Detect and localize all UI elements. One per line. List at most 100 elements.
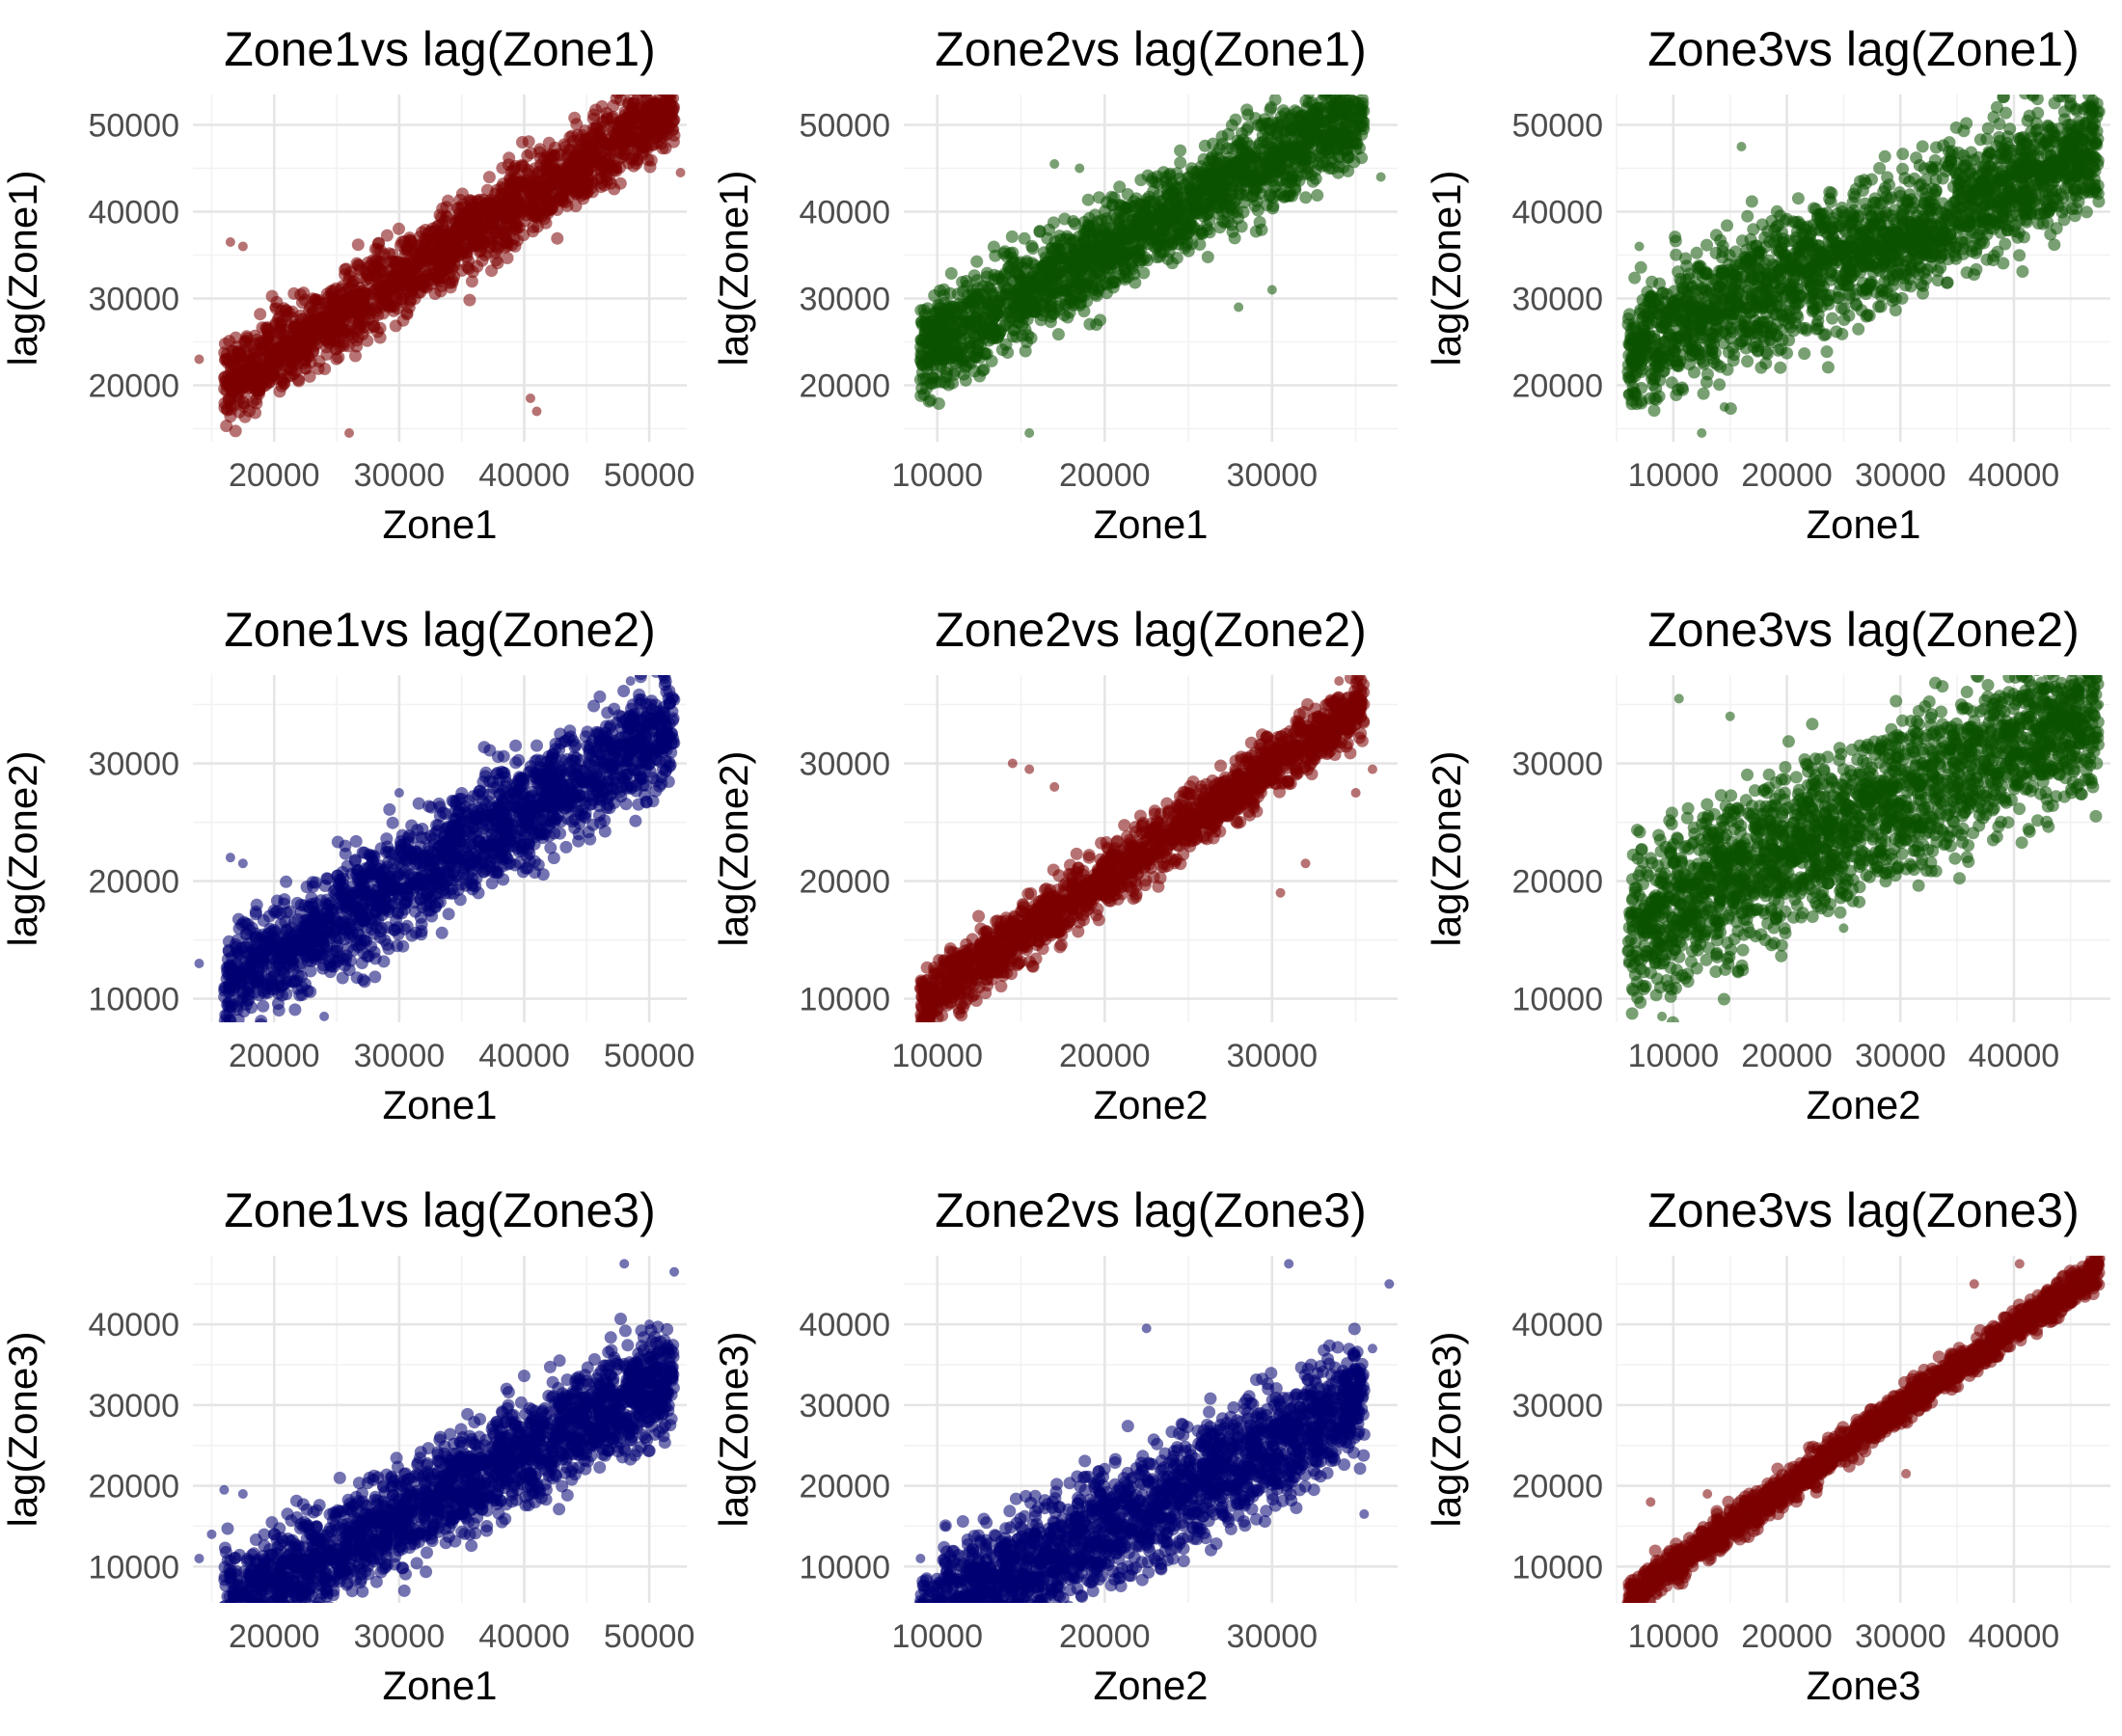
scatter-point [1228,174,1240,187]
scatter-point [367,303,380,316]
scatter-point [1310,76,1322,89]
scatter-point [229,424,242,438]
x-tick-label: 30000 [1227,457,1319,494]
scatter-point [434,285,448,298]
scatter-point [1134,174,1148,187]
scatter-point [1348,78,1361,91]
scatter-point [1129,222,1142,235]
scatter-point [570,118,584,131]
scatter-point [1204,187,1217,201]
scatter-point [638,129,651,143]
scatter-point [527,220,540,233]
scatter-point [249,338,262,350]
scatter-point [1121,236,1133,250]
scatter-point [1090,318,1103,331]
scatter-point [1237,205,1250,219]
scatter-point [621,95,632,97]
y-tick-label: 50000 [88,108,179,145]
scatter-point [584,158,597,172]
scatter-point [663,76,675,89]
scatter-point [2092,195,2106,208]
scatter-point [926,359,939,372]
scatter-point [969,350,983,364]
scatter-point [1235,165,1248,178]
scatter-point [667,75,680,88]
scatter-point [1082,211,1096,225]
scatter-point [613,176,627,190]
scatter-point [944,267,958,280]
scatter-point [495,227,508,240]
scatter-point [664,66,676,78]
scatter-point [1342,128,1355,142]
scatter-point [393,222,405,235]
scatter-point [930,332,943,345]
scatter-point [1051,285,1065,298]
scatter-point [367,262,380,276]
scatter-point [1174,156,1187,170]
scatter-point [1277,190,1291,203]
scatter-point [1139,201,1153,214]
scatter-point [995,343,1009,357]
scatter-point [1271,116,1285,129]
scatter-point [1185,162,1198,176]
scatter-point [233,346,247,359]
scatter-point [1182,209,1195,223]
scatter-point [939,370,953,384]
scatter-point [442,261,454,275]
y-tick-label: 30000 [799,282,890,318]
scatter-point [401,242,415,256]
scatter-point [653,121,667,134]
y-tick-label: 20000 [799,368,890,405]
scatter-point [278,377,290,391]
scatter-point [1916,140,1929,153]
scatter-point [387,255,400,268]
scatter-point [281,355,294,368]
scatter-point [351,238,365,252]
scatter-point [604,176,617,190]
scatter-point [330,352,343,366]
scatter-point [975,325,989,339]
scatter-point [1191,198,1205,211]
scatter-point [1169,233,1183,247]
scatter-point [558,138,571,151]
scatter-point [1758,231,1772,244]
scatter-point [1298,114,1312,127]
scatter-point [607,99,620,113]
scatter-point [1239,175,1253,188]
scatter-point [915,345,926,356]
scatter-point [348,288,362,301]
scatter-point [1243,149,1257,162]
x-tick-label: 30000 [354,457,446,494]
scatter-point [1113,180,1127,194]
scatter-point [1185,237,1199,251]
scatter-point [334,339,347,353]
scatter-point [1721,363,1734,376]
scatter-point [1741,355,1755,368]
scatter-point [453,214,467,228]
scatter-point [501,252,514,264]
scatter-point [1332,140,1346,153]
scatter-point [1297,159,1311,172]
scatter-point [465,275,478,288]
scatter-point [1326,126,1339,140]
scatter-point [482,171,496,184]
scatter-point [287,286,301,300]
scatter-point [1352,77,1365,90]
scatter-point [446,276,459,289]
chart-title: Zone1vs lag(Zone1) [224,22,655,76]
scatter-point [298,293,312,307]
scatter-point [290,322,304,336]
scatter-point [1038,300,1051,313]
scatter-point [454,247,468,260]
scatter-point [589,103,603,117]
scatter-point [269,302,280,312]
scatter-point [270,343,283,357]
scatter-point [955,323,968,337]
scatter-point [1337,82,1349,95]
scatter-point [463,293,476,307]
scatter-point [1024,428,1035,438]
scatter-point [1375,172,1386,182]
scatter-point [223,335,236,348]
scatter-point [1011,284,1024,297]
scatter-point [1102,229,1116,242]
